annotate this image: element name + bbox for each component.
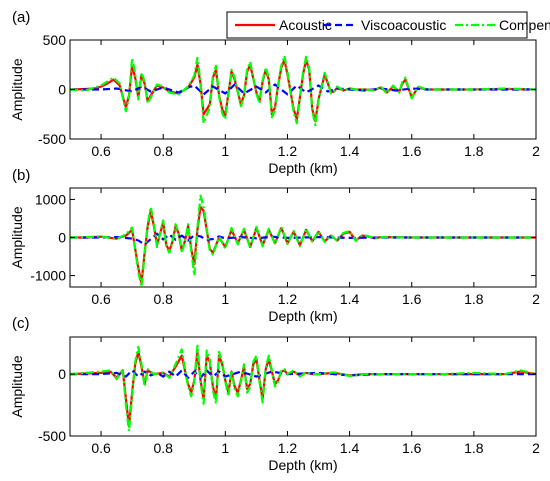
x-tick-label: 1 bbox=[221, 440, 229, 456]
y-tick-label: -500 bbox=[38, 131, 66, 147]
x-tick-label: 1.4 bbox=[340, 291, 360, 307]
x-tick-label: 2 bbox=[532, 440, 540, 456]
legend-label-viscoacoustic: Viscoacoustic bbox=[361, 17, 446, 33]
y-axis-label: Amplitude bbox=[9, 355, 25, 417]
y-tick-label: 0 bbox=[58, 366, 66, 382]
x-tick-label: 1.2 bbox=[278, 291, 298, 307]
series-line-acoustic bbox=[70, 350, 536, 428]
panel-label: (b) bbox=[12, 167, 30, 184]
y-axis-label: Amplitude bbox=[9, 206, 25, 268]
x-axis-label: Depth (km) bbox=[268, 457, 337, 473]
y-tick-label: -1000 bbox=[30, 268, 66, 284]
x-tick-label: 2 bbox=[532, 291, 540, 307]
series-line-compensated bbox=[70, 54, 536, 127]
x-tick-label: 2 bbox=[532, 143, 540, 159]
x-tick-label: 1.4 bbox=[340, 440, 360, 456]
legend-label-compensated: Compensated bbox=[499, 17, 550, 33]
x-tick-label: 0.8 bbox=[153, 440, 173, 456]
panel-c: 0.6 0.8 1 1.2 1.4 1.6 1.8 2 -500 0 Depth (km) Ampli… bbox=[9, 315, 540, 473]
y-tick-label: 0 bbox=[58, 82, 66, 98]
x-tick-label: 1.6 bbox=[402, 440, 422, 456]
series-group bbox=[70, 194, 536, 287]
legend: Acoustic Viscoacoustic Compensated bbox=[226, 11, 550, 39]
y-tick-label: 1000 bbox=[35, 191, 66, 207]
y-tick-label: 500 bbox=[43, 32, 67, 48]
x-tick-label: 0.8 bbox=[153, 291, 173, 307]
panel-label: (a) bbox=[12, 9, 30, 26]
x-tick-label: 1 bbox=[221, 143, 229, 159]
x-tick-label: 0.6 bbox=[91, 143, 111, 159]
x-tick-label: 1.8 bbox=[464, 440, 484, 456]
plot-frame bbox=[69, 336, 537, 437]
y-axis-label: Amplitude bbox=[9, 58, 25, 120]
x-tick-label: 0.6 bbox=[91, 291, 111, 307]
series-group bbox=[70, 54, 536, 127]
x-tick-label: 1.8 bbox=[464, 143, 484, 159]
x-tick-label: 1.6 bbox=[402, 143, 422, 159]
panel-a: 0.6 0.8 1 1.2 1.4 1.6 1.8 2 -500 0 500 Depth (km) Am… bbox=[9, 9, 540, 176]
panel-b: 0.6 0.8 1 1.2 1.4 1.6 1.8 2 -1000 0 1000 Depth (km)… bbox=[9, 167, 540, 324]
x-tick-label: 1.8 bbox=[464, 291, 484, 307]
series-line-acoustic bbox=[70, 205, 536, 285]
x-tick-label: 1.4 bbox=[340, 143, 360, 159]
series-group bbox=[70, 344, 536, 433]
legend-label-acoustic: Acoustic bbox=[279, 17, 332, 33]
x-axis-label: Depth (km) bbox=[268, 160, 337, 176]
y-tick-label: -500 bbox=[38, 428, 66, 444]
x-tick-label: 1 bbox=[221, 291, 229, 307]
x-tick-label: 1.6 bbox=[402, 291, 422, 307]
x-tick-label: 1.2 bbox=[278, 143, 298, 159]
x-tick-label: 1.2 bbox=[278, 440, 298, 456]
x-tick-label: 0.6 bbox=[91, 440, 111, 456]
panels: 0.6 0.8 1 1.2 1.4 1.6 1.8 2 -500 0 500 Depth (km) Am… bbox=[9, 9, 540, 473]
x-tick-label: 0.8 bbox=[153, 143, 173, 159]
x-axis-label: Depth (km) bbox=[268, 308, 337, 324]
series-line-compensated bbox=[70, 344, 536, 433]
panel-label: (c) bbox=[12, 315, 30, 332]
y-tick-label: 0 bbox=[58, 230, 66, 246]
series-line-viscoacoustic bbox=[70, 83, 536, 96]
series-line-compensated bbox=[70, 194, 536, 287]
